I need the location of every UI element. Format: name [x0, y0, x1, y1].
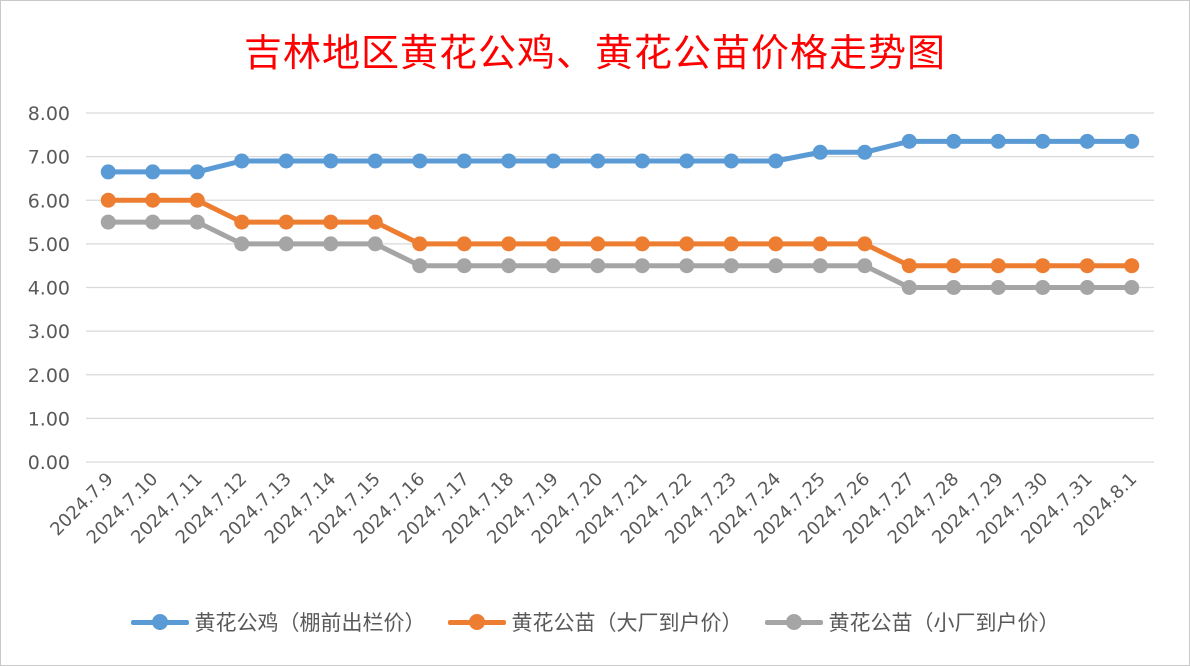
data-point [768, 236, 784, 252]
data-point [545, 153, 561, 169]
data-point [857, 144, 873, 160]
y-tick-label: 2.00 [28, 365, 70, 387]
data-point [1035, 258, 1051, 274]
data-point [456, 236, 472, 252]
data-point [723, 153, 739, 169]
data-point [590, 258, 606, 274]
series-line [105, 197, 1135, 269]
data-point [323, 153, 339, 169]
data-point [367, 214, 383, 230]
data-point [1079, 133, 1095, 149]
y-tick-label: 1.00 [28, 408, 70, 430]
data-point [278, 153, 294, 169]
data-point [456, 153, 472, 169]
data-point [1035, 133, 1051, 149]
data-point [901, 258, 917, 274]
data-point [278, 214, 294, 230]
data-point [634, 153, 650, 169]
y-tick-label: 7.00 [28, 147, 70, 169]
data-point [1124, 280, 1140, 295]
data-point [367, 153, 383, 169]
data-point [679, 153, 695, 169]
data-point [634, 236, 650, 252]
legend-swatch [764, 612, 823, 632]
data-point [545, 236, 561, 252]
data-point [278, 236, 294, 252]
data-point [189, 164, 205, 180]
data-point [812, 258, 828, 274]
data-point [100, 192, 116, 208]
data-point [323, 236, 339, 252]
y-tick-label: 8.00 [28, 103, 70, 125]
data-point [946, 133, 962, 149]
y-tick-label: 6.00 [28, 190, 70, 212]
data-point [634, 258, 650, 274]
data-point [1124, 258, 1140, 274]
data-point [812, 144, 828, 160]
legend-label: 黄花公苗（大厂到户价） [511, 611, 743, 635]
data-point [946, 280, 962, 295]
data-point [412, 258, 428, 274]
data-point [234, 236, 250, 252]
data-point [189, 214, 205, 230]
data-point [100, 164, 116, 180]
data-point [768, 258, 784, 274]
legend-item: 黄花公苗（小厂到户价） [764, 607, 1060, 637]
data-point [412, 153, 428, 169]
data-point [723, 236, 739, 252]
data-point [679, 236, 695, 252]
data-point [1124, 133, 1140, 149]
data-point [412, 236, 428, 252]
data-point [145, 192, 161, 208]
data-point [812, 236, 828, 252]
data-point [901, 133, 917, 149]
data-point [590, 236, 606, 252]
data-point [323, 214, 339, 230]
legend-swatch [130, 612, 189, 632]
y-tick-label: 5.00 [28, 234, 70, 256]
data-point [946, 258, 962, 274]
data-point [768, 153, 784, 169]
legend-swatch [447, 612, 506, 632]
y-tick-label: 0.00 [28, 452, 70, 474]
y-tick-label: 3.00 [28, 321, 70, 343]
chart-title: 吉林地区黄花公鸡、黄花公苗价格走势图 [243, 31, 946, 75]
data-point [1079, 258, 1095, 274]
legend-item: 黄花公苗（大厂到户价） [447, 607, 743, 637]
data-point [857, 236, 873, 252]
data-point [590, 153, 606, 169]
legend-label: 黄花公鸡（棚前出栏价） [194, 611, 426, 635]
data-point [501, 153, 517, 169]
data-point [679, 258, 695, 274]
data-point [723, 258, 739, 274]
series-line [105, 219, 1135, 290]
data-point [145, 164, 161, 180]
data-point [545, 258, 561, 274]
legend-label: 黄花公苗（小厂到户价） [828, 611, 1060, 635]
y-tick-label: 4.00 [28, 278, 70, 300]
data-point [857, 258, 873, 274]
data-point [990, 280, 1006, 295]
data-point [990, 133, 1006, 149]
data-point [501, 236, 517, 252]
data-point [1035, 280, 1051, 295]
data-point [990, 258, 1006, 274]
chart-legend: 黄花公鸡（棚前出栏价） 黄花公苗（大厂到户价） 黄花公苗（小厂到户价） [0, 606, 1190, 638]
data-point [367, 236, 383, 252]
data-point [189, 192, 205, 208]
data-point [1079, 280, 1095, 295]
data-point [456, 258, 472, 274]
data-point [234, 214, 250, 230]
data-point [901, 280, 917, 295]
data-point [234, 153, 250, 169]
data-point [100, 214, 116, 230]
data-point [145, 214, 161, 230]
data-point [501, 258, 517, 274]
legend-item: 黄花公鸡（棚前出栏价） [130, 607, 426, 637]
